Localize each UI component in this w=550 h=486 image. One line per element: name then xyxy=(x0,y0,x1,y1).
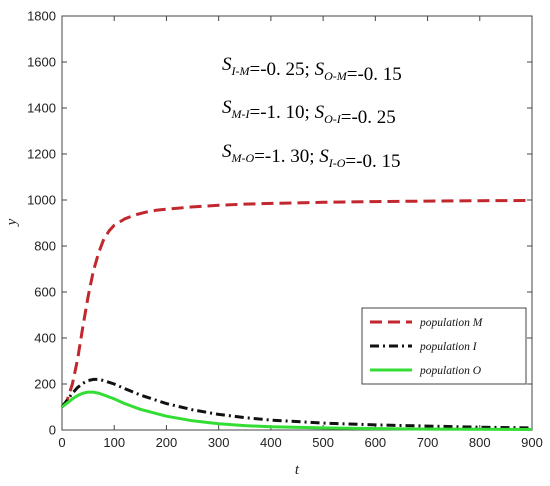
y-tick-label: 600 xyxy=(34,285,56,300)
y-tick-label: 200 xyxy=(34,377,56,392)
series-line-population-m xyxy=(60,199,533,408)
y-axis-label: y xyxy=(4,218,20,227)
x-tick-label: 200 xyxy=(156,435,178,450)
x-axis-label: t xyxy=(295,462,300,478)
annotation-line: SI-M=-0. 25; SO-M=-0. 15 xyxy=(222,54,402,85)
y-tick-label: 1800 xyxy=(27,9,56,24)
y-tick-label: 1400 xyxy=(27,101,56,116)
axis-ticks: 0 100 200 300 400 500 600 700 800 900 0 200 400 600 80… xyxy=(27,9,543,451)
y-tick-label: 800 xyxy=(34,239,56,254)
annotation-block: SI-M=-0. 25; SO-M=-0. 15 SM-I=-1. 10; SO-… xyxy=(222,54,402,172)
x-tick-label: 900 xyxy=(521,435,543,450)
y-tick-label: 1000 xyxy=(27,193,56,208)
x-tick-label: 100 xyxy=(103,435,125,450)
x-tick-label: 300 xyxy=(208,435,230,450)
legend: population M population I population O xyxy=(361,307,527,385)
annotation-line: SM-O=-1. 30; SI-O=-0. 15 xyxy=(222,141,400,172)
y-tick-label: 1200 xyxy=(27,147,56,162)
x-tick-label: 500 xyxy=(312,435,334,450)
y-tick-label: 0 xyxy=(49,423,56,438)
x-tick-label: 600 xyxy=(364,435,386,450)
x-tick-label: 400 xyxy=(260,435,282,450)
x-tick-label: 0 xyxy=(58,435,65,450)
y-tick-label: 400 xyxy=(34,331,56,346)
series-line-population-i xyxy=(60,377,533,430)
legend-label: population I xyxy=(419,341,478,353)
annotation-line: SM-I=-1. 10; SO-I=-0. 25 xyxy=(222,97,396,128)
y-tick-label: 1600 xyxy=(27,55,56,70)
series-line-population-o xyxy=(61,390,533,431)
legend-label: population M xyxy=(419,317,484,329)
x-tick-label: 700 xyxy=(417,435,439,450)
legend-label: population O xyxy=(419,365,482,377)
series-layer xyxy=(60,199,533,431)
x-tick-label: 800 xyxy=(469,435,491,450)
